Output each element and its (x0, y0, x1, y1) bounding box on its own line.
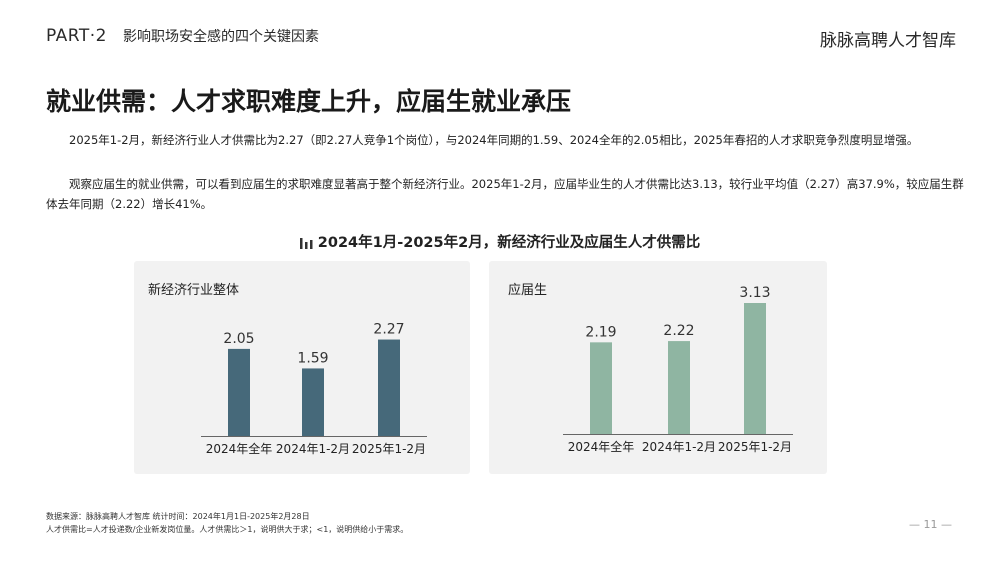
chart-panel-industry: 新经济行业整体 2.05 2024年全年 1.59 2024年1-2月 2.27 2025… (134, 261, 470, 474)
bar-graduates-1 (668, 341, 690, 434)
chart-heading: 2024年1月-2025年2月，新经济行业及应届生人才供需比 (0, 231, 1000, 252)
bar-chart-icon (299, 238, 313, 249)
bar-industry-2 (378, 339, 400, 436)
chart-title-industry: 新经济行业整体 (148, 283, 240, 298)
page-header: PART·2 影响职场安全感的四个关键因素 (46, 26, 319, 46)
brand-name: 脉脉高聘人才智库 (820, 31, 956, 51)
data-label-industry-1: 1.59 (297, 350, 328, 366)
page-title: 就业供需：人才求职难度上升，应届生就业承压 (46, 87, 572, 116)
chart-heading-text: 2024年1月-2025年2月，新经济行业及应届生人才供需比 (317, 235, 701, 251)
data-label-graduates-0: 2.19 (585, 324, 616, 340)
chart-panel-graduates: 应届生 2.19 2024年全年 2.22 2024年1-2月 3.13 2025年1-2… (489, 261, 827, 474)
chart-graduates: 2.19 2024年全年 2.22 2024年1-2月 3.13 2025年1-2月 (563, 285, 793, 454)
chart-title-graduates: 应届生 (508, 283, 548, 298)
paragraph-graduates: 观察应届生的就业供需，可以看到应届生的求职难度显著高于整个新经济行业。2025年… (46, 177, 964, 211)
category-label-industry-2: 2025年1-2月 (352, 442, 426, 456)
chart-industry: 2.05 2024年全年 1.59 2024年1-2月 2.27 2025年1-2月 (201, 322, 427, 456)
data-label-graduates-1: 2.22 (663, 323, 694, 339)
section-title: 影响职场安全感的四个关键因素 (122, 29, 319, 45)
data-label-industry-0: 2.05 (223, 331, 254, 347)
metric-note: 人才供需比=人才投递数/企业新发岗位量。人才供需比＞1，说明供大于求；<1，说明… (46, 525, 409, 534)
bar-graduates-0 (590, 342, 612, 434)
bar-industry-0 (228, 348, 250, 436)
bar-graduates-2 (744, 303, 766, 434)
page-number: — 11 — (909, 518, 952, 531)
category-label-graduates-2: 2025年1-2月 (718, 440, 792, 454)
data-label-graduates-2: 3.13 (739, 285, 770, 301)
data-label-industry-2: 2.27 (373, 322, 404, 338)
category-label-graduates-0: 2024年全年 (568, 439, 635, 454)
data-source: 数据来源：脉脉高聘人才智库 统计时间：2024年1月1日-2025年2月28日 (46, 512, 310, 521)
part-label: PART·2 (46, 26, 107, 46)
category-label-industry-1: 2024年1-2月 (276, 442, 350, 456)
paragraph-industry: 2025年1-2月，新经济行业人才供需比为2.27（即2.27人竞争1个岗位），… (69, 133, 919, 147)
category-label-industry-0: 2024年全年 (206, 441, 273, 456)
category-label-graduates-1: 2024年1-2月 (642, 440, 716, 454)
bar-industry-1 (302, 368, 324, 436)
